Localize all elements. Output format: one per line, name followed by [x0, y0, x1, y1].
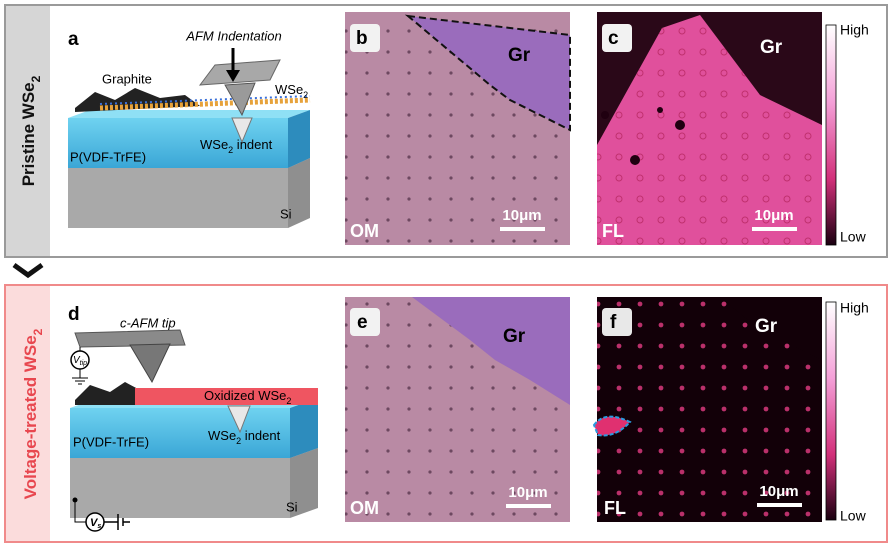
- text-part: WSe: [275, 82, 303, 97]
- colorbar-low: Low: [840, 508, 867, 524]
- region-label: Gr: [503, 326, 526, 347]
- text-part: 2: [236, 436, 241, 446]
- fluorescence-image: [592, 297, 837, 522]
- optical-image: [345, 12, 571, 245]
- mode-label: FL: [604, 498, 626, 518]
- text-part: 2: [303, 90, 308, 100]
- substrate-label: P(VDF-TrFE): [70, 149, 146, 164]
- schematic: [68, 48, 311, 228]
- colorbar-high: High: [840, 300, 869, 316]
- text-part: WSe: [200, 137, 228, 152]
- text-part: V: [73, 355, 81, 366]
- text-part: Voltage-treated WSe: [21, 335, 40, 499]
- sample-voltage: Vs: [90, 517, 101, 530]
- text-part: WSe: [208, 428, 236, 443]
- layer-label: WSe2: [275, 82, 308, 100]
- tip-label: AFM Indentation: [185, 28, 281, 43]
- side-band: [6, 286, 50, 541]
- tip-label: c-AFM tip: [120, 315, 176, 330]
- text-part: 2: [286, 396, 291, 406]
- tip-voltage: Vtip: [73, 355, 87, 368]
- text-part: indent: [241, 428, 280, 443]
- text-part: s: [97, 523, 101, 530]
- base-layer-label: Si: [280, 206, 292, 221]
- scale-bar-label: 10μm: [502, 207, 541, 224]
- panel-letter: e: [357, 312, 368, 333]
- region-label: Gr: [760, 37, 783, 58]
- side-band: [6, 6, 50, 256]
- panel-letter: b: [356, 28, 368, 49]
- schematic: [70, 329, 318, 532]
- optical-image: [345, 297, 570, 522]
- region-label: Gr: [508, 45, 531, 66]
- text-part: tip: [80, 360, 88, 367]
- layer-label: Oxidized WSe2: [204, 388, 291, 406]
- panel-letter: a: [68, 29, 79, 50]
- base-layer-label: Si: [286, 499, 298, 514]
- scale-bar-label: 10μm: [508, 484, 547, 501]
- scale-bar-label: 10μm: [754, 207, 793, 224]
- panel-letter: d: [68, 304, 80, 325]
- indent-label: WSe2 indent: [208, 428, 281, 446]
- mode-label: OM: [350, 498, 379, 518]
- region-label: Gr: [755, 316, 778, 337]
- text-part: 2: [29, 75, 43, 82]
- graphite-label: Graphite: [102, 71, 152, 86]
- mode-label: OM: [350, 221, 379, 241]
- text-part: 2: [228, 145, 233, 155]
- side-label: Pristine WSe2: [19, 75, 43, 186]
- colorbar-low: Low: [840, 229, 867, 245]
- colorbar-high: High: [840, 22, 869, 38]
- text-part: Pristine WSe: [19, 82, 38, 186]
- fluorescence-image: [597, 12, 837, 246]
- panel-letter: c: [608, 28, 619, 49]
- text-part: indent: [233, 137, 272, 152]
- chevron: [12, 262, 44, 279]
- scale-bar-label: 10μm: [759, 483, 798, 500]
- substrate-label: P(VDF-TrFE): [73, 434, 149, 449]
- mode-label: FL: [602, 221, 624, 241]
- text-part: 2: [31, 328, 45, 335]
- text-part: Oxidized WSe: [204, 388, 286, 403]
- text-part: V: [90, 517, 99, 529]
- panel-letter: f: [610, 312, 617, 333]
- indent-label: WSe2 indent: [200, 137, 273, 155]
- side-label: Voltage-treated WSe2: [21, 328, 45, 499]
